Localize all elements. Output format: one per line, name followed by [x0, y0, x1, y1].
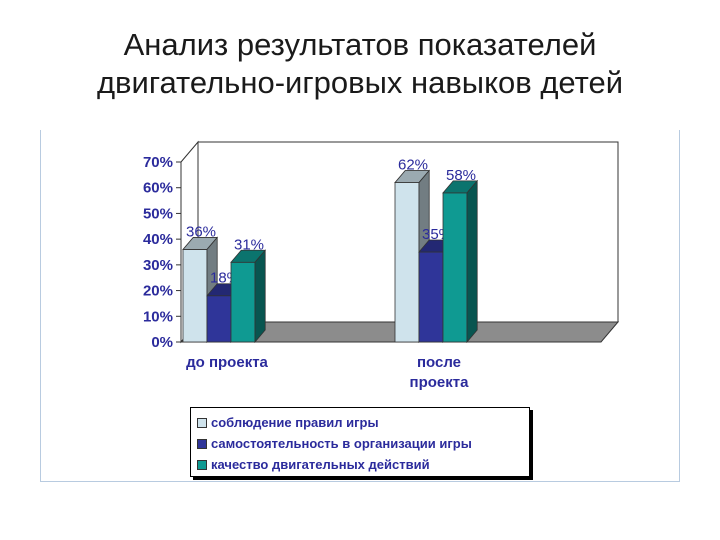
bar-side [466, 179, 478, 344]
page-title: Анализ результатов показателей двигатель… [0, 26, 720, 102]
legend-swatch-2 [197, 438, 207, 449]
legend-label-3: качество двигательных действий [211, 457, 430, 472]
bar-front [182, 249, 208, 343]
title-line-1: Анализ результатов показателей [123, 27, 597, 62]
y-tick-label: 0% [151, 334, 173, 351]
x-category-label: после [417, 354, 461, 371]
bar-front [442, 192, 468, 343]
bar-side [254, 249, 266, 344]
legend-item-1: соблюдение правил игры [197, 412, 529, 433]
y-tick-label: 20% [143, 283, 173, 300]
bar-data-label: 58% [446, 167, 476, 184]
chart-area: 0% 10% 20% 30% 40% 50% 60% 70% 36% 18% 31% до проек… [40, 130, 680, 482]
x-category-label: проекта [410, 374, 470, 391]
legend-label-1: соблюдение правил игры [211, 415, 379, 430]
bar-front [418, 251, 444, 343]
y-tick-label: 60% [143, 180, 173, 197]
y-tick-label: 40% [143, 231, 173, 248]
x-category-label: до проекта [186, 354, 268, 371]
legend-item-2: самостоятельность в организации игры [197, 433, 529, 454]
legend-label-2: самостоятельность в организации игры [211, 436, 472, 451]
y-tick-label: 70% [143, 154, 173, 171]
bar-data-label: 36% [186, 223, 216, 240]
y-tick-label: 50% [143, 205, 173, 222]
bar-front [230, 261, 256, 343]
chart-legend: соблюдение правил игры самостоятельность… [190, 407, 530, 477]
bar-data-label: 62% [398, 157, 428, 174]
bar-chart: 0%10%20%30%40%50%60%70%36%18%31%до проек… [143, 140, 620, 391]
legend-item-3: качество двигательных действий [197, 454, 529, 475]
legend-swatch-3 [197, 459, 207, 470]
y-tick-label: 30% [143, 257, 173, 274]
bar-data-label: 31% [234, 236, 264, 253]
legend-swatch-1 [197, 417, 207, 428]
bar-front [394, 182, 420, 343]
y-tick-label: 10% [143, 308, 173, 325]
bar-front [206, 295, 232, 343]
title-line-2: двигательно-игровых навыков детей [96, 65, 624, 100]
